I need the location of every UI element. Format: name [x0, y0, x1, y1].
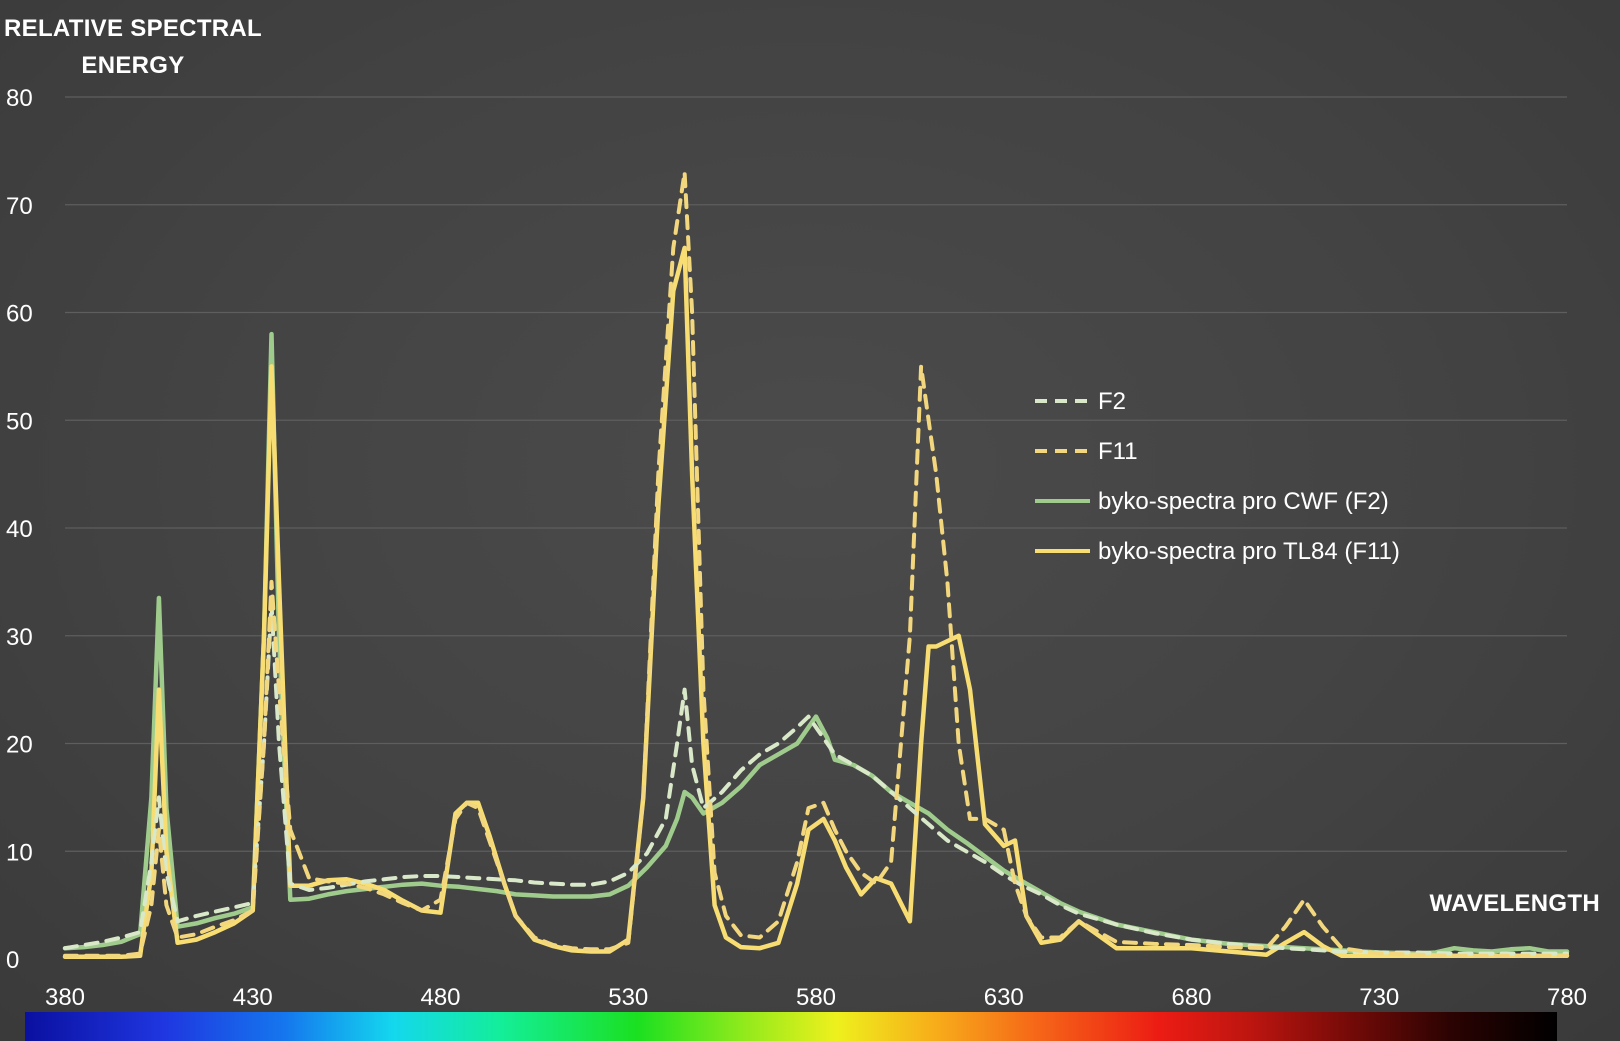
y-tick-label: 40 [6, 516, 33, 543]
legend: F2 F11 byko-spectra pro CWF (F2) byko-spect… [1035, 388, 1400, 565]
legend-label: byko-spectra pro TL84 (F11) [1098, 538, 1400, 565]
gridlines [65, 96, 1567, 852]
series-line-3 [62, 245, 1570, 960]
series-line-1 [63, 170, 1569, 958]
y-tick-label: 60 [6, 301, 33, 328]
axis-ticks: 0 10 20 30 40 50 60 70 80 380 430 480 530 580 630 680 73… [6, 85, 1587, 1011]
legend-label: F11 [1098, 438, 1138, 465]
x-tick-label: 730 [1359, 984, 1399, 1011]
y-tick-label: 30 [6, 624, 33, 651]
visible-spectrum-bar [25, 1012, 1557, 1041]
y-tick-label: 10 [6, 839, 33, 866]
y-tick-label: 20 [6, 732, 33, 759]
legend-label: byko-spectra pro CWF (F2) [1098, 488, 1389, 515]
y-tick-label: 70 [6, 193, 33, 220]
x-tick-label: 780 [1547, 984, 1587, 1011]
series-line-0 [63, 601, 1569, 956]
y-tick-label: 80 [6, 85, 33, 112]
x-axis-label: WAVELENGTH [1429, 890, 1600, 917]
y-tick-label: 50 [6, 408, 33, 435]
series-lines [62, 170, 1570, 960]
x-tick-label: 430 [233, 984, 273, 1011]
x-tick-label: 380 [45, 984, 85, 1011]
x-tick-label: 530 [608, 984, 648, 1011]
y-axis-label: RELATIVE SPECTRAL ENERGY [4, 15, 263, 79]
legend-label: F2 [1098, 388, 1126, 415]
x-tick-label: 630 [984, 984, 1024, 1011]
x-tick-label: 480 [420, 984, 460, 1011]
y-tick-label: 0 [6, 947, 19, 974]
x-tick-label: 680 [1171, 984, 1211, 1011]
x-tick-label: 580 [796, 984, 836, 1011]
